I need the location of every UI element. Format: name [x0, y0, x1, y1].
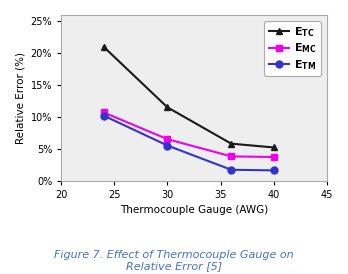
Legend: $\mathbf{E_{TC}}$, $\mathbf{E_{MC}}$, $\mathbf{E_{TM}}$: $\mathbf{E_{TC}}$, $\mathbf{E_{MC}}$, $\…: [264, 21, 321, 76]
X-axis label: Thermocouple Gauge (AWG): Thermocouple Gauge (AWG): [120, 205, 268, 215]
Text: Figure 7. Effect of Thermocouple Gauge on
Relative Error [5]: Figure 7. Effect of Thermocouple Gauge o…: [54, 250, 294, 271]
Y-axis label: Relative Error (%): Relative Error (%): [15, 52, 25, 144]
